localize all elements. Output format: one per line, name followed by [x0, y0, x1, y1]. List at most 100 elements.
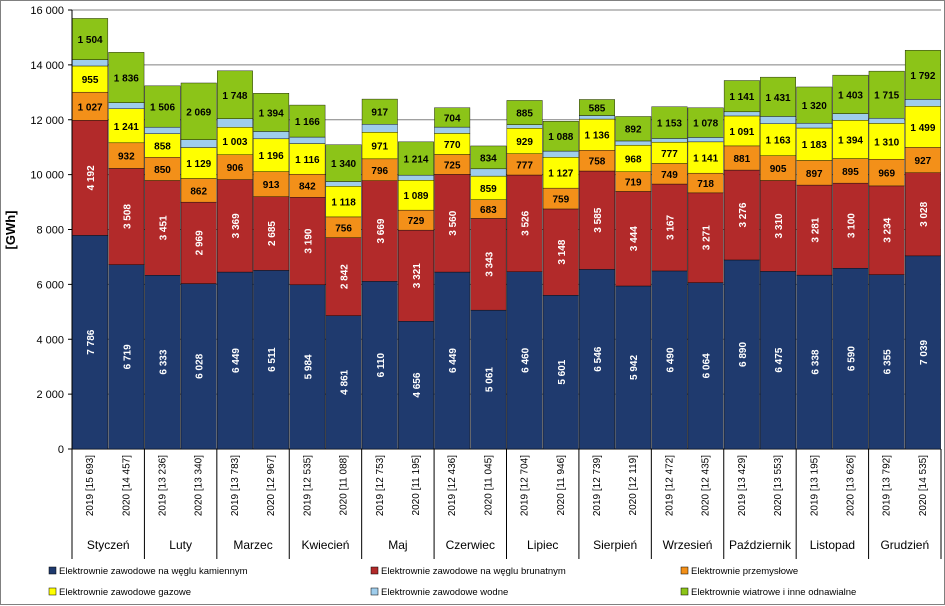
bar-segment [542, 121, 579, 152]
data-label: 6 338 [810, 349, 821, 374]
bar-segment [434, 126, 471, 134]
data-label: 895 [842, 167, 859, 178]
data-label: 842 [299, 182, 316, 193]
bar-segment [615, 116, 652, 142]
y-tick-label: 0 [58, 444, 64, 456]
bar-segment [542, 157, 579, 189]
data-label: 777 [661, 149, 678, 160]
x-tick-label: 2019 [13 195] [809, 455, 820, 516]
y-tick-label: 16 000 [30, 5, 64, 17]
legend-swatch [370, 587, 379, 596]
bar-segment [579, 269, 615, 450]
data-label: 1 214 [403, 154, 428, 165]
bar-segment [723, 115, 760, 147]
data-label: 913 [263, 180, 280, 191]
bar-segment [832, 267, 869, 450]
data-label: 1 748 [222, 91, 247, 102]
data-label: 5 601 [557, 359, 568, 384]
x-tick-label: 2019 [13 792] [882, 455, 893, 516]
bar-segment [579, 118, 615, 151]
data-label: 1 792 [910, 71, 935, 82]
bar-segment [542, 208, 579, 296]
data-label: 1 118 [331, 198, 356, 209]
data-label: 1 136 [585, 131, 610, 142]
bar-segment [796, 160, 833, 186]
data-label: 1 078 [693, 119, 718, 130]
data-label: 1 320 [802, 101, 827, 112]
data-label: 6 460 [521, 347, 532, 372]
month-label: Styczeń [87, 538, 130, 552]
bar-segment [904, 255, 941, 450]
data-label: 4 861 [340, 369, 351, 394]
bar-segment [651, 138, 688, 143]
x-tick-label: 2019 [12 739] [592, 455, 603, 516]
data-label: 3 369 [231, 213, 242, 238]
bar-segment [253, 131, 290, 140]
y-tick-label: 2 000 [36, 389, 64, 401]
data-label: 897 [806, 169, 823, 180]
data-label: 729 [408, 216, 425, 227]
bar-segment [361, 98, 398, 125]
data-label: 2 842 [340, 264, 351, 289]
x-tick-label: 2019 [13 783] [230, 455, 241, 516]
bar-segment [579, 170, 615, 270]
data-label: 932 [118, 152, 135, 163]
data-label: 3 585 [593, 207, 604, 232]
bar-segment [325, 181, 362, 187]
data-label: 1 166 [295, 117, 320, 128]
bar-segment [868, 70, 905, 119]
data-label: 885 [516, 109, 533, 120]
bar-segment [760, 116, 797, 124]
bar-segment [615, 140, 652, 146]
bar-segment [904, 147, 941, 173]
bar-segment [325, 144, 362, 182]
data-label: 1 163 [766, 136, 791, 147]
bar-segment [796, 184, 833, 276]
bar-segment [144, 180, 181, 276]
bar-segment [904, 106, 941, 148]
bar-segment [253, 196, 290, 271]
x-tick-label: 2019 [12 704] [520, 455, 531, 516]
bar-segment [108, 168, 145, 265]
data-label: 917 [371, 108, 388, 119]
data-label: 1 153 [657, 119, 682, 130]
data-label: 6 355 [883, 349, 894, 374]
data-label: 585 [589, 103, 606, 114]
x-tick-label: 2019 [15 693] [85, 455, 96, 516]
bar-segment [687, 137, 724, 143]
x-tick-label: 2020 [13 553] [773, 455, 784, 516]
bar-segment [144, 275, 181, 450]
bar-segment [108, 52, 145, 103]
data-label: 6 028 [195, 353, 206, 378]
data-label: 683 [480, 205, 497, 216]
bar-segment [398, 321, 434, 450]
bar-segment [180, 201, 217, 284]
data-label: 6 449 [448, 348, 459, 373]
data-label: 3 451 [159, 215, 170, 240]
legend-swatch [680, 587, 689, 596]
x-tick-label: 2020 [12 119] [628, 455, 639, 516]
data-label: 968 [625, 154, 642, 165]
data-label: 2 685 [267, 221, 278, 246]
month-label: Maj [388, 538, 407, 552]
data-label: 3 669 [376, 218, 387, 243]
bar-segment [72, 59, 109, 67]
x-tick-label: 2020 [11 088] [339, 455, 350, 516]
data-label: 3 310 [774, 213, 785, 238]
data-label: 1 116 [295, 155, 320, 166]
bar-segment [253, 171, 290, 197]
legend-label: Elektrownie wiatrowe i inne odnawialne [691, 587, 856, 598]
data-label: 725 [444, 160, 461, 171]
bar-segment [868, 185, 905, 275]
bar-segment [144, 126, 181, 134]
data-label: 3 190 [303, 228, 314, 253]
data-label: 3 526 [521, 210, 532, 235]
bar-segment [216, 154, 253, 180]
data-label: 6 449 [231, 348, 242, 373]
bar-segment [180, 139, 217, 148]
bar-segment [108, 102, 145, 109]
bar-segment [289, 104, 326, 138]
bar-segment [687, 282, 724, 450]
bar-segment [904, 99, 941, 107]
